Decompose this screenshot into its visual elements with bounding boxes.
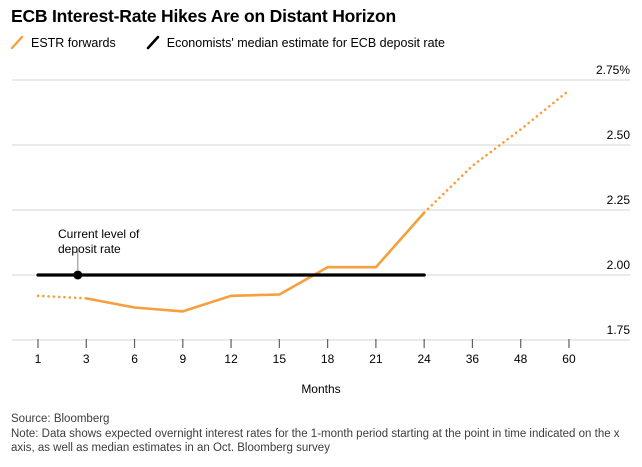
legend-label: Economists' median estimate for ECB depo… <box>166 35 445 50</box>
annotation-current-deposit-rate: Current level of deposit rate <box>58 227 140 256</box>
legend-item-estr-forwards: ESTR forwards <box>10 35 116 50</box>
x-axis-label: 1 <box>34 352 42 366</box>
x-axis-label: 9 <box>179 352 187 366</box>
y-axis-label: 1.75 <box>606 323 630 337</box>
slash-icon <box>10 35 24 50</box>
y-axis-label: 2.75% <box>595 63 630 77</box>
legend-label: ESTR forwards <box>31 35 116 50</box>
x-axis-label: 15 <box>272 352 287 366</box>
footer: Source: Bloomberg Note: Data shows expec… <box>11 412 637 455</box>
x-axis-label: 24 <box>417 352 431 366</box>
y-axis-label: 2.25 <box>606 193 630 207</box>
estr-forwards-line <box>422 89 571 214</box>
chart-title: ECB Interest-Rate Hikes Are on Distant H… <box>11 6 396 26</box>
x-axis-label: 12 <box>224 352 238 366</box>
x-axis-label: 48 <box>514 352 528 366</box>
x-axis-label: 18 <box>320 352 335 366</box>
legend-item-median-estimate: Economists' median estimate for ECB depo… <box>146 35 445 50</box>
source-text: Source: Bloomberg <box>11 413 110 425</box>
estr-forwards-line <box>85 211 426 313</box>
x-axis-label: 21 <box>369 352 383 366</box>
estr-forwards-line <box>36 294 88 300</box>
slash-icon <box>146 35 160 50</box>
legend: ESTR forwards Economists' median estimat… <box>10 35 445 50</box>
y-axis-label: 2.00 <box>606 258 630 272</box>
x-axis-title: Months <box>301 382 341 396</box>
deposit-rate-marker-dot <box>73 270 83 280</box>
x-axis-label: 3 <box>82 352 90 366</box>
x-axis-label: 6 <box>131 352 138 366</box>
x-axis-label: 36 <box>465 352 480 366</box>
y-axis-label: 2.50 <box>606 128 630 142</box>
note-text: Note: Data shows expected overnight inte… <box>11 428 620 454</box>
x-axis-label: 60 <box>562 352 576 366</box>
